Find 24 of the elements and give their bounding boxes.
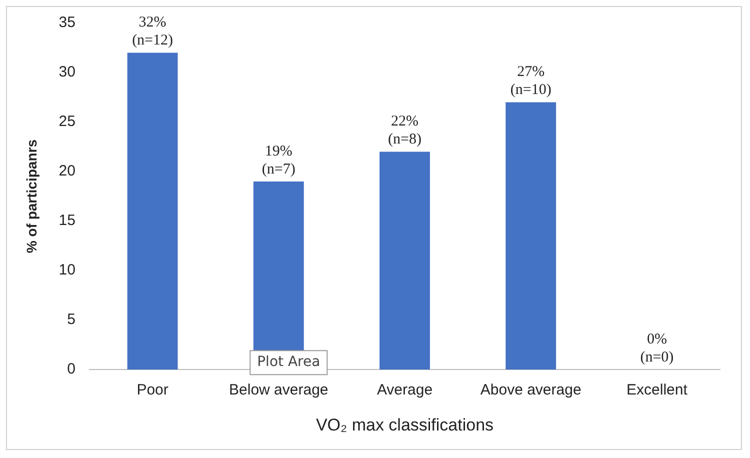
y-tick-label: 5 — [67, 311, 76, 328]
bar — [380, 152, 430, 370]
y-tick-label: 10 — [58, 262, 76, 279]
annotation: Plot Area — [257, 354, 320, 370]
y-tick-label: 35 — [58, 14, 76, 32]
y-tick-label: 30 — [58, 64, 76, 81]
x-tick-label: Below average — [229, 382, 328, 399]
data-label: 22% (n=8) — [388, 114, 422, 148]
data-label: 32% (n=12) — [132, 14, 174, 49]
x-tick-label: Excellent — [626, 382, 688, 399]
x-axis-title: VO₂ max classifications — [316, 415, 494, 434]
x-tick-label: Average — [376, 382, 433, 399]
y-tick-label: 20 — [58, 162, 76, 180]
y-tick-label: 25 — [58, 113, 76, 130]
y-tick-label: 0 — [67, 360, 76, 378]
bar — [506, 102, 556, 370]
bar — [127, 52, 178, 370]
data-label: 0% (n=0) — [640, 332, 674, 366]
x-tick-label: Above average — [480, 382, 582, 399]
y-tick-label: 15 — [58, 212, 76, 230]
data-label: 19% (n=7) — [262, 143, 296, 178]
x-tick-label: Poor — [136, 382, 168, 399]
y-axis-title: % of participanrs — [23, 139, 40, 254]
data-label: 27% (n=10) — [510, 64, 552, 98]
